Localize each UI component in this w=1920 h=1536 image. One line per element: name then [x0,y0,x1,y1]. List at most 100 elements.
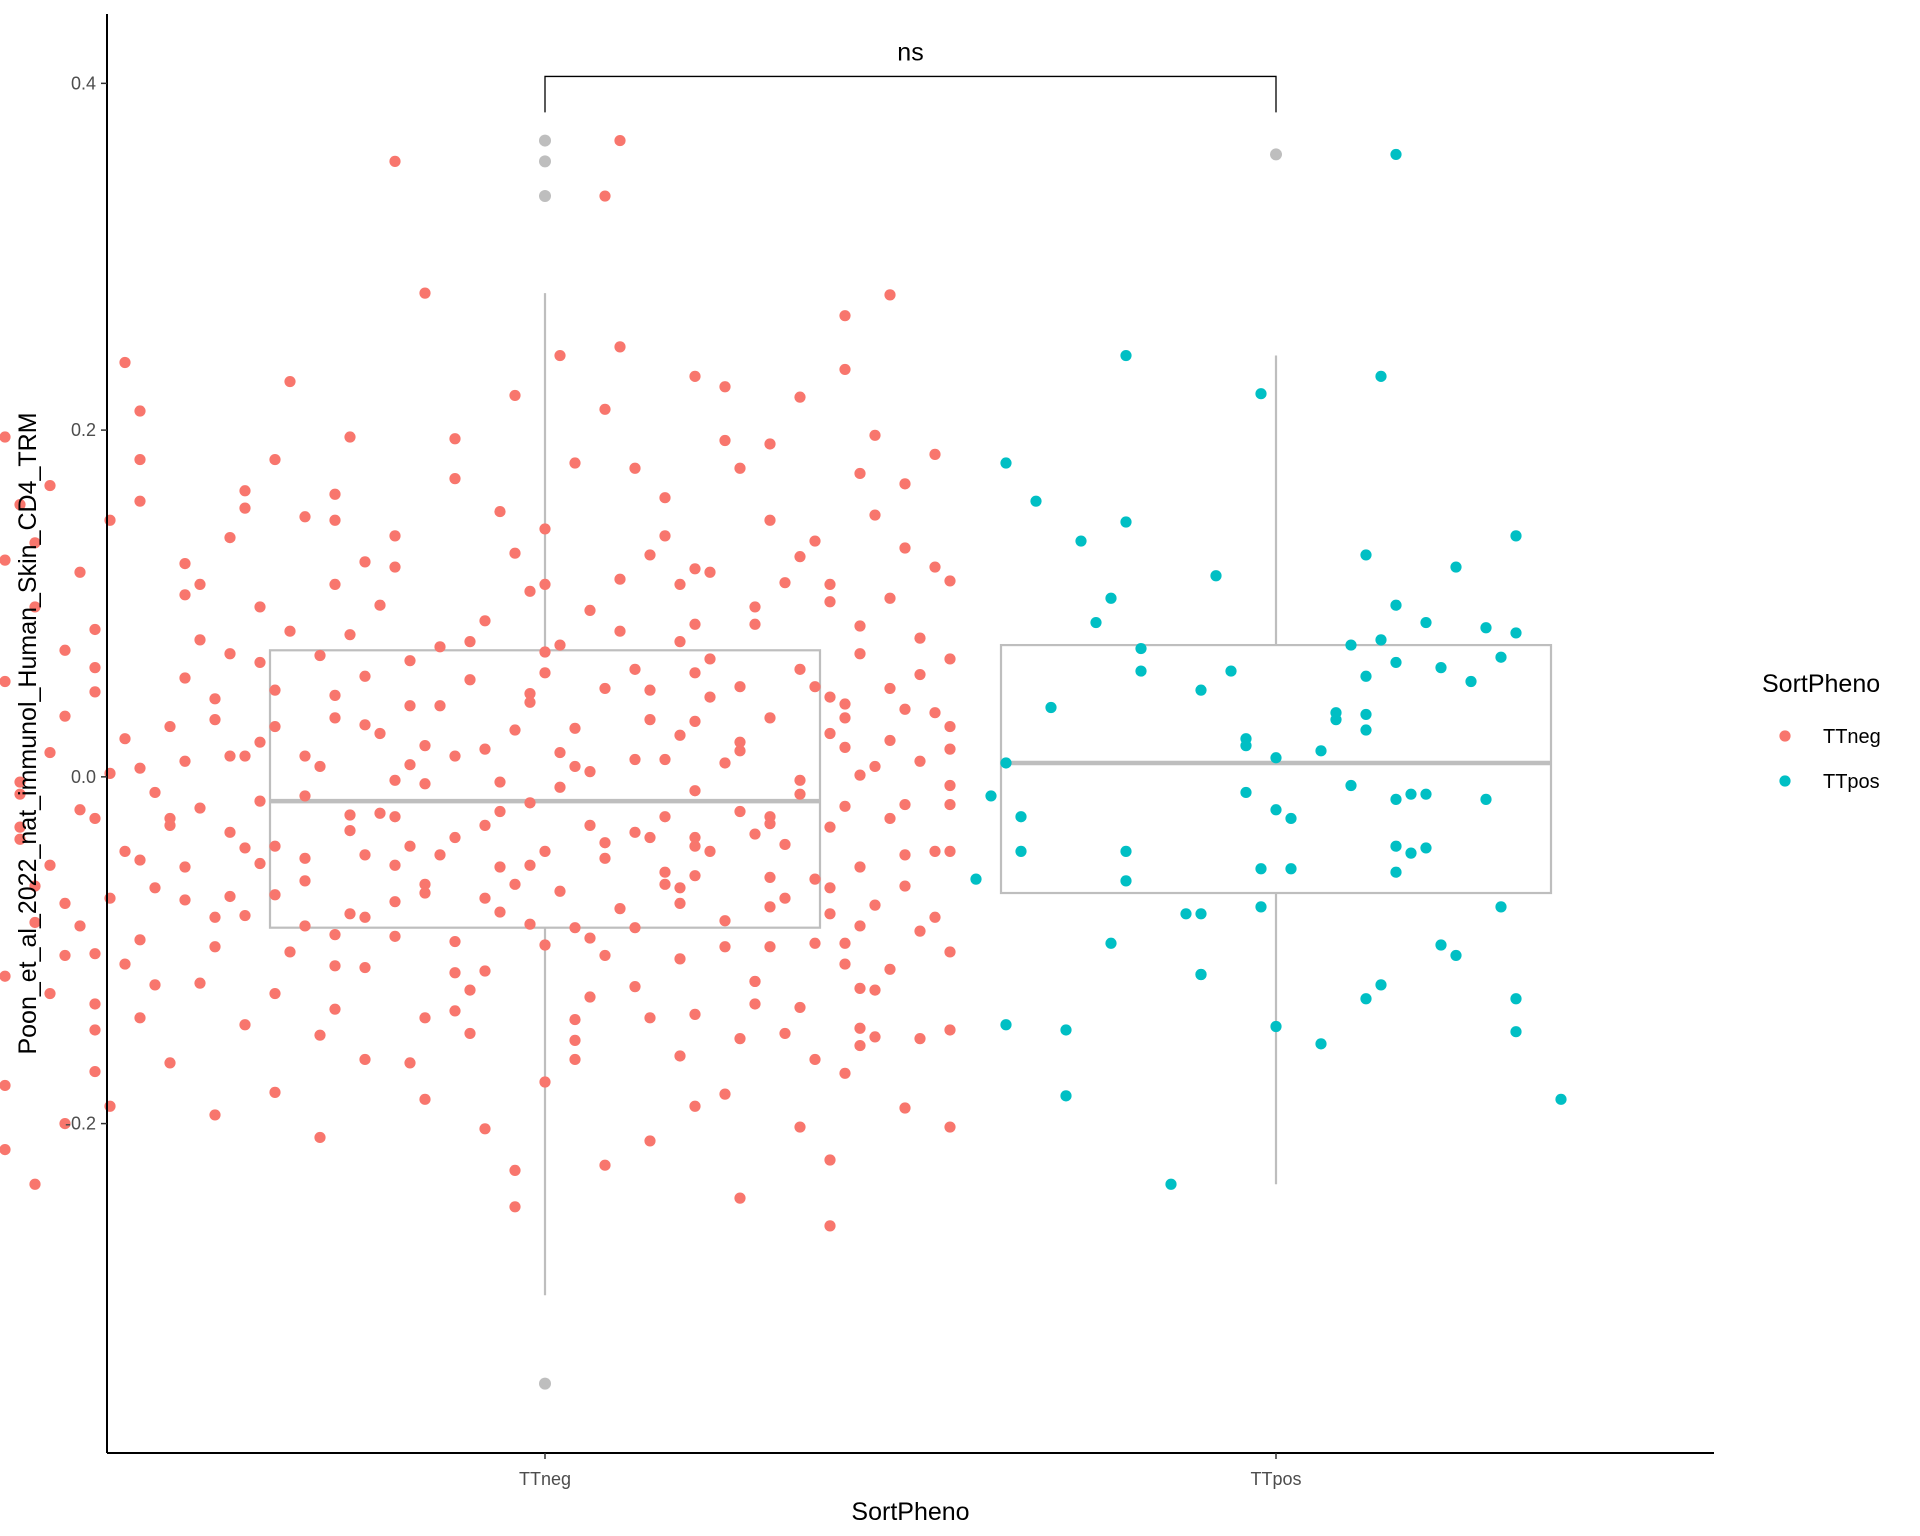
data-point [329,929,341,941]
data-point [269,840,281,852]
data-point [854,620,866,632]
data-point [479,819,491,831]
data-point [434,700,446,712]
data-point [89,948,101,960]
data-point [704,691,716,703]
data-point [239,842,251,854]
data-point [719,434,731,447]
data-point [734,681,746,693]
data-point [89,1065,101,1078]
data-point [689,370,701,382]
data-point [1195,684,1207,696]
outlier-point [539,134,551,147]
data-point [179,894,191,906]
data-point [1270,1020,1282,1033]
data-point [854,467,866,480]
data-point [419,287,431,299]
data-point [824,1220,836,1232]
data-point [779,892,791,904]
data-point [929,707,941,719]
data-point [329,578,341,590]
data-point [719,757,731,769]
data-point [824,882,836,894]
data-point [629,753,641,766]
data-point [0,431,11,443]
data-point [689,870,701,882]
data-point [29,1178,41,1190]
data-point [914,755,926,767]
data-point [1375,634,1387,646]
data-point [554,746,566,759]
data-point [869,509,881,521]
data-point [344,908,356,920]
data-point [59,1117,71,1130]
data-point [809,535,821,547]
legend-title: SortPheno [1762,670,1880,698]
data-point [554,885,566,897]
data-point [269,1086,281,1098]
data-point [1390,656,1402,669]
data-point [899,1102,911,1114]
data-point [1225,665,1237,677]
significance-bracket-line [544,75,1277,113]
data-point [839,1067,851,1079]
data-point [284,375,296,388]
data-point [779,838,791,851]
data-point [494,805,506,818]
data-point [1390,599,1402,611]
data-point [389,930,401,942]
data-point [224,826,236,838]
data-point [404,840,416,852]
legend-key [1779,730,1791,742]
outlier-point [539,190,551,203]
data-point [509,1164,521,1177]
data-point [1420,842,1432,854]
data-point [1315,1038,1327,1050]
legend-items: TTneg TTpos [1779,726,1881,793]
data-point [89,1024,101,1036]
data-point [404,1057,416,1069]
data-point [329,960,341,972]
data-point [44,987,56,1000]
data-point [614,134,626,147]
data-point [344,431,356,443]
data-point [44,746,56,759]
data-point [44,479,56,492]
data-point [389,896,401,908]
data-point [985,790,997,802]
data-point [629,826,641,838]
data-point [494,505,506,518]
data-point [89,998,101,1010]
data-point [314,1029,326,1041]
data-point [1495,651,1507,663]
x-tick-label-ttpos: TTpos [1250,1469,1301,1489]
data-point [14,788,26,800]
data-point [479,1123,491,1135]
data-point [944,946,956,958]
data-point [314,760,326,773]
data-point [29,880,41,892]
data-point [1405,788,1417,800]
data-point [344,809,356,821]
data-point [299,920,311,932]
data-point [944,653,956,665]
legend-label: TTpos [1823,771,1880,793]
data-point [1090,616,1102,629]
data-point [344,824,356,837]
data-point [359,961,371,974]
data-point [674,882,686,894]
data-point [524,797,536,809]
data-point [254,857,266,870]
data-point [839,310,851,322]
data-point [824,727,836,740]
data-point [749,828,761,840]
data-point [794,391,806,403]
data-point [809,681,821,693]
data-point [1420,788,1432,800]
data-point [794,663,806,675]
data-point [569,922,581,934]
data-point [449,473,461,485]
data-point [224,648,236,660]
data-point [539,939,551,951]
